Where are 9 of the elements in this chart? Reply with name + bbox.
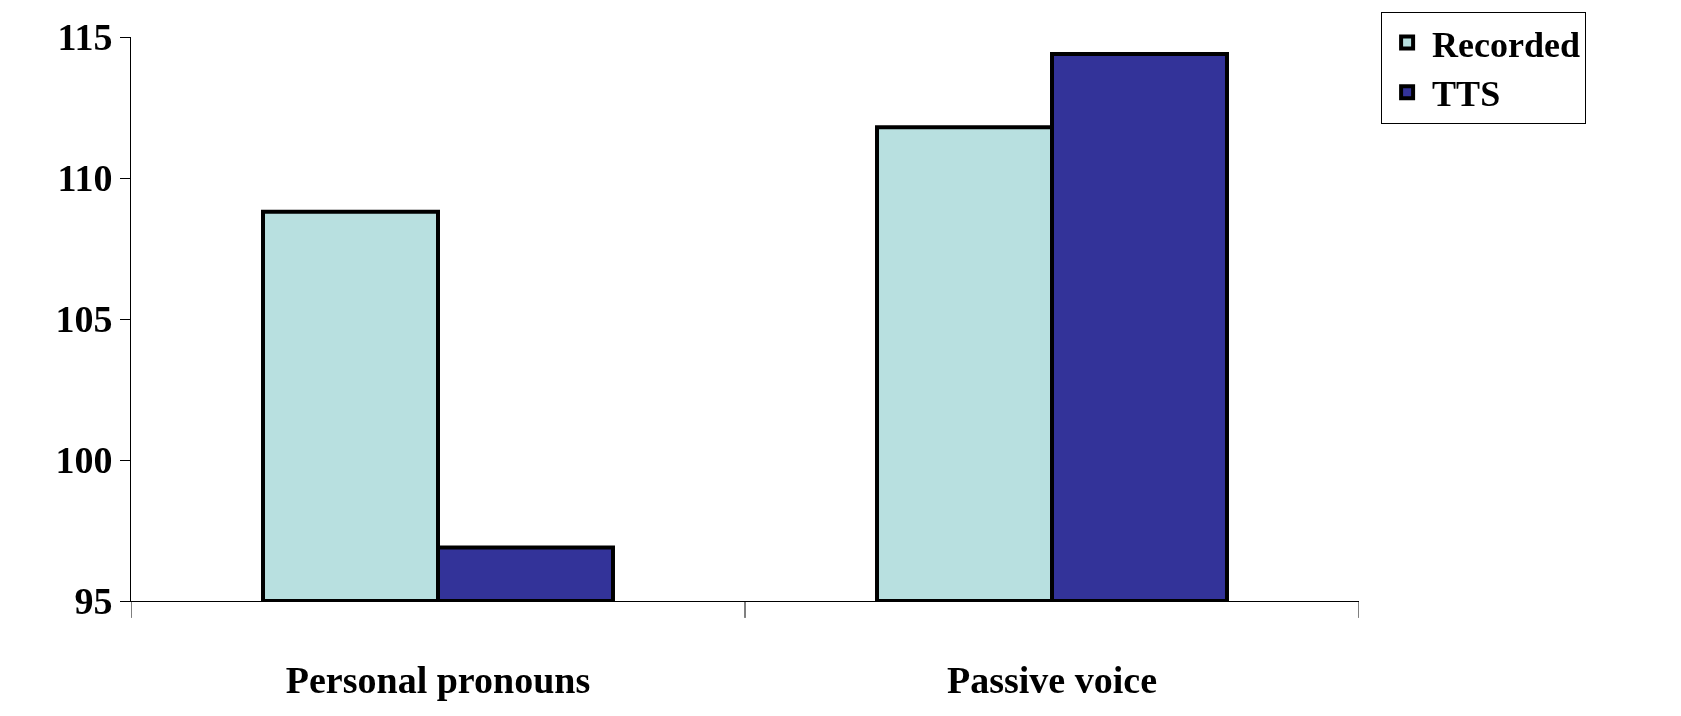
legend-label: TTS [1432, 74, 1501, 115]
x-tick-label: Passive voice [946, 658, 1158, 701]
y-tick-label: 115 [57, 16, 113, 59]
y-tick-label: 105 [55, 298, 113, 341]
y-tick-label: 100 [55, 439, 113, 482]
legend-label: Recorded [1432, 24, 1581, 65]
y-tick-label: 95 [74, 580, 113, 623]
y-tick-label: 110 [57, 157, 113, 200]
x-tick-label: Personal pronouns [285, 658, 591, 701]
